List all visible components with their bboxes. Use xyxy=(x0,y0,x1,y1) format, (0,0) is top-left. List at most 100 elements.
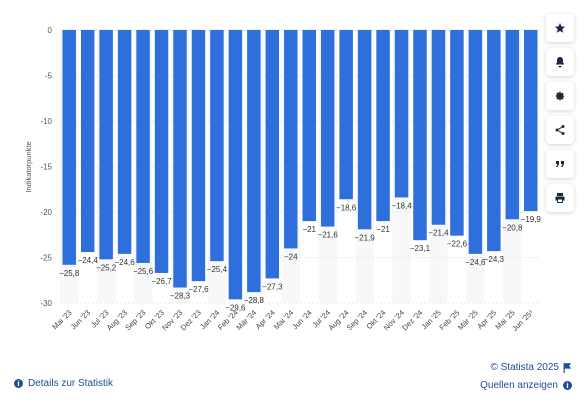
svg-text:−26,7: −26,7 xyxy=(151,277,172,286)
bar xyxy=(302,30,316,222)
gear-icon xyxy=(555,91,565,101)
data-label: −24,6 xyxy=(465,258,486,267)
bar xyxy=(210,30,224,262)
x-tick-label: Mai '23 xyxy=(50,308,73,331)
bar xyxy=(450,30,464,236)
data-label: −19,9 xyxy=(521,215,542,224)
star-icon xyxy=(555,23,565,33)
x-tick-label: Sep '24 xyxy=(345,308,369,332)
sources-link[interactable]: Quellen anzeigen i xyxy=(480,380,572,391)
data-label: −29,6 xyxy=(225,303,246,312)
svg-text:−29,6: −29,6 xyxy=(225,303,246,312)
copyright-text: © Statista 2025 xyxy=(490,362,559,373)
bar xyxy=(468,30,483,254)
print-icon xyxy=(555,193,565,203)
favorite-button[interactable] xyxy=(546,14,574,42)
svg-text:−28,3: −28,3 xyxy=(170,292,191,301)
data-label: −18,6 xyxy=(336,203,357,212)
x-tick-label: Dez '23 xyxy=(179,308,203,332)
bar xyxy=(339,30,353,200)
svg-text:−27,3: −27,3 xyxy=(262,282,283,291)
data-label: −18,4 xyxy=(391,201,412,210)
sources-label: Quellen anzeigen xyxy=(480,380,558,391)
svg-text:−24,4: −24,4 xyxy=(78,256,99,265)
data-label: −28,3 xyxy=(170,292,191,301)
svg-text:−24,6: −24,6 xyxy=(114,258,135,267)
print-button[interactable] xyxy=(546,184,574,212)
y-tick-label: -20 xyxy=(40,208,52,217)
svg-text:−25,6: −25,6 xyxy=(133,267,154,276)
x-tick-label: Jun '24 xyxy=(290,308,313,331)
svg-text:−21: −21 xyxy=(376,225,390,234)
data-label: −20,8 xyxy=(502,223,523,232)
notification-button[interactable] xyxy=(546,48,574,76)
bell-icon xyxy=(556,57,564,68)
bar xyxy=(154,30,169,273)
data-label: −25,4 xyxy=(207,265,228,274)
data-label: −24,6 xyxy=(114,258,135,267)
x-tick-label: Dez '24 xyxy=(400,308,424,332)
quote-icon xyxy=(556,161,564,167)
data-label: −22,6 xyxy=(447,240,468,249)
bar xyxy=(265,30,280,279)
data-label: −26,7 xyxy=(151,277,172,286)
details-label: Details zur Statistik xyxy=(28,378,114,389)
data-label: −21,4 xyxy=(428,229,449,238)
bar xyxy=(228,30,243,300)
copyright[interactable]: © Statista 2025 xyxy=(490,362,572,373)
svg-text:−25,8: −25,8 xyxy=(59,269,80,278)
svg-text:−21,9: −21,9 xyxy=(354,233,375,242)
svg-text:−18,4: −18,4 xyxy=(391,201,412,210)
y-tick-label: -30 xyxy=(40,299,52,308)
svg-text:−25,2: −25,2 xyxy=(96,263,117,272)
bar xyxy=(320,30,335,227)
svg-text:−21,6: −21,6 xyxy=(318,231,339,240)
data-label: −27,6 xyxy=(188,285,209,294)
y-axis-label: Indikatorpunkte xyxy=(24,141,33,192)
svg-text:−23,1: −23,1 xyxy=(410,244,431,253)
info-icon: i xyxy=(14,379,23,388)
bar xyxy=(394,30,409,198)
bar xyxy=(487,30,501,252)
bar xyxy=(99,30,113,260)
bar xyxy=(173,30,187,288)
flag-icon xyxy=(563,362,572,373)
svg-text:−20,8: −20,8 xyxy=(502,223,523,232)
data-label: −24,4 xyxy=(78,256,99,265)
data-label: −25,6 xyxy=(133,267,154,276)
settings-button[interactable] xyxy=(546,82,574,110)
bar xyxy=(431,30,446,225)
y-tick-label: -25 xyxy=(40,254,52,263)
y-tick-label: -10 xyxy=(40,117,52,126)
svg-text:−24: −24 xyxy=(284,252,298,261)
info-icon: i xyxy=(563,381,572,390)
svg-text:−19,9: −19,9 xyxy=(521,215,542,224)
bar xyxy=(357,30,372,230)
svg-text:−21: −21 xyxy=(302,225,316,234)
data-label: −24 xyxy=(284,252,298,261)
y-tick-label: -15 xyxy=(40,163,52,172)
data-label: −25,2 xyxy=(96,263,117,272)
svg-text:−18,6: −18,6 xyxy=(336,203,357,212)
svg-text:−24,3: −24,3 xyxy=(484,255,505,264)
data-labels: −25,8−24,4−25,2−24,6−25,6−26,7−28,3−27,6… xyxy=(59,201,541,312)
data-label: −21 xyxy=(302,225,316,234)
x-tick-label: Jun '23 xyxy=(69,308,92,331)
share-icon xyxy=(555,125,565,135)
data-label: −21,6 xyxy=(318,231,339,240)
bar xyxy=(524,30,538,212)
svg-text:−21,4: −21,4 xyxy=(428,229,449,238)
data-label: −27,3 xyxy=(262,282,283,291)
x-tick-label: Jun '25¹ xyxy=(510,308,535,333)
bar xyxy=(62,30,76,265)
bar xyxy=(117,30,132,254)
bar xyxy=(136,30,150,263)
data-label: −23,1 xyxy=(410,244,431,253)
cite-button[interactable] xyxy=(546,150,574,178)
y-axis-ticks: 0 -5 -10 -15 -20 -25 -30 xyxy=(40,26,52,308)
details-link[interactable]: i Details zur Statistik xyxy=(14,378,113,389)
share-button[interactable] xyxy=(546,116,574,144)
data-label: −21 xyxy=(376,225,390,234)
y-tick-label: -5 xyxy=(45,72,53,81)
